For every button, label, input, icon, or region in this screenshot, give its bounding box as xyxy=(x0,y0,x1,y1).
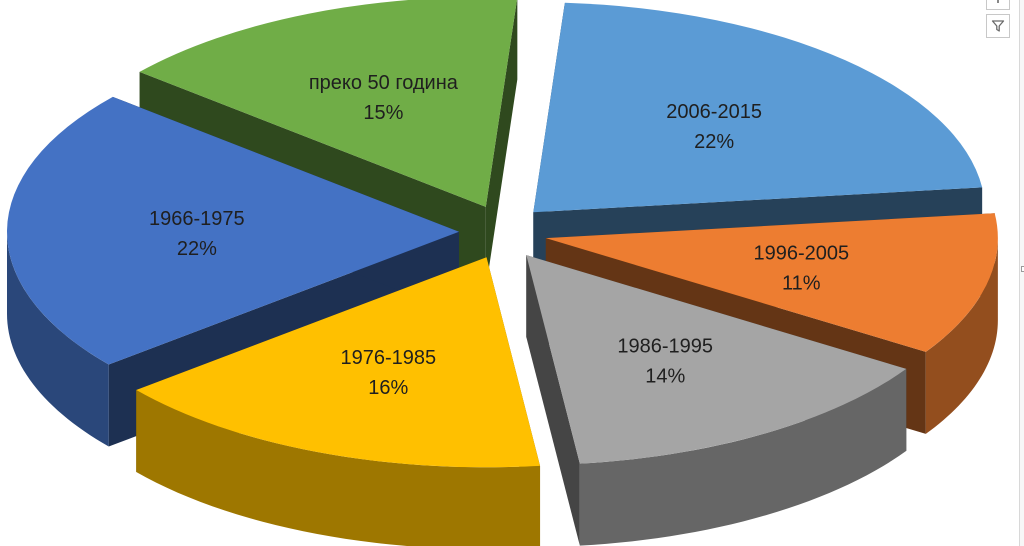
data-label-percent-2: 11% xyxy=(782,273,821,295)
data-label-percent-5: 22% xyxy=(177,238,217,260)
data-label-name-6: преко 50 година xyxy=(309,72,459,94)
slice-1-2006-2015[interactable] xyxy=(533,2,983,213)
data-label-name-2: 1996-2005 xyxy=(753,243,849,265)
slice-outer-wall-5 xyxy=(7,231,109,447)
data-label-name-5: 1966-1975 xyxy=(149,208,245,230)
filter-icon xyxy=(991,20,1005,32)
slice-4-1976-1985[interactable] xyxy=(136,257,541,468)
data-label-name-3: 1986-1995 xyxy=(617,335,713,357)
data-label-percent-4: 16% xyxy=(368,377,408,399)
slice-3-1986-1995[interactable] xyxy=(526,255,907,464)
slice-outer-wall-4 xyxy=(136,390,541,546)
chart-elements-button[interactable] xyxy=(986,0,1010,10)
data-label-name-1: 2006-2015 xyxy=(666,101,762,123)
slice-outer-wall-3 xyxy=(579,368,907,546)
data-label-percent-3: 14% xyxy=(645,365,685,387)
right-resize-edge[interactable] xyxy=(1019,0,1024,546)
slice-5-1966-1975[interactable] xyxy=(7,96,460,365)
chart-elements-icon xyxy=(997,0,999,3)
slice-2-1996-2005[interactable] xyxy=(545,213,998,352)
data-label-percent-1: 22% xyxy=(694,131,734,153)
slice-wall-6-2 xyxy=(485,0,518,289)
slice-wall-3-2 xyxy=(526,255,580,546)
resize-handle[interactable] xyxy=(1021,266,1024,272)
slice-outer-wall-2 xyxy=(925,238,998,434)
slice-6-50[interactable] xyxy=(139,0,518,207)
chart-filter-button[interactable] xyxy=(986,14,1010,38)
data-label-name-4: 1976-1985 xyxy=(340,347,436,369)
data-label-percent-6: 15% xyxy=(363,102,403,124)
